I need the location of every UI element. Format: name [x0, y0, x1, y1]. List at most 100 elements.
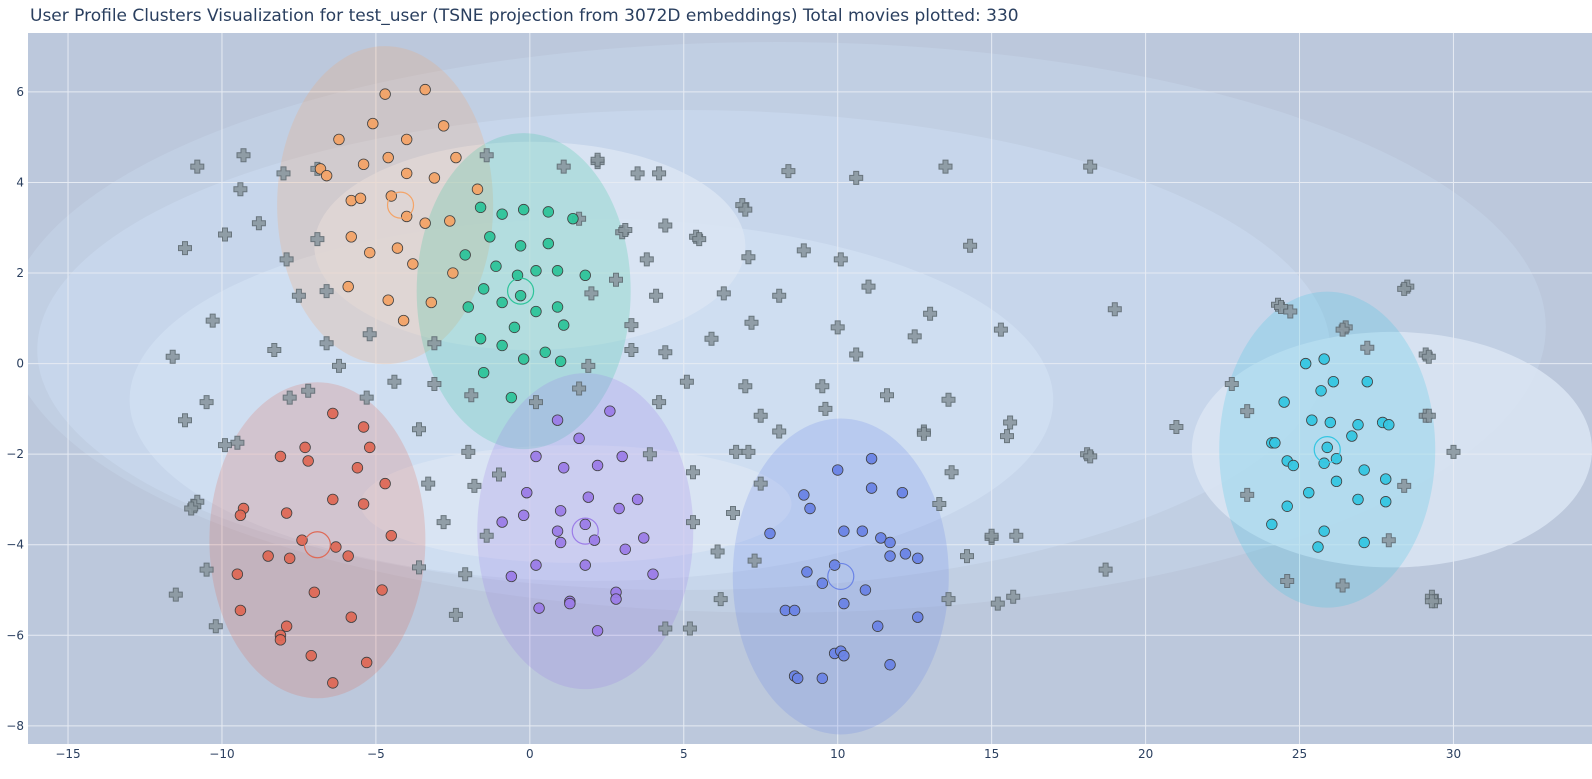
cluster-centers	[303, 191, 1341, 591]
cluster-point	[490, 260, 502, 272]
cluster-point	[305, 649, 317, 662]
cluster-point	[1318, 457, 1330, 469]
cluster-point	[1383, 419, 1395, 431]
x-tick-label: −10	[209, 747, 234, 761]
cluster-point	[407, 258, 419, 270]
cluster-point	[865, 482, 878, 494]
background-movie-point	[387, 374, 402, 389]
y-tick-label: 2	[16, 266, 24, 280]
cluster-point	[1318, 525, 1330, 537]
background-movie-point	[267, 343, 282, 357]
cluster-point	[496, 516, 508, 528]
background-movie-point	[692, 232, 707, 247]
cluster-point	[567, 212, 579, 225]
background-movie-point	[726, 506, 740, 520]
cluster-point	[558, 462, 570, 474]
background-movie-point	[796, 243, 811, 258]
cluster-point	[554, 505, 567, 517]
cluster-point	[1278, 396, 1290, 408]
background-movie-point	[1397, 478, 1412, 493]
y-tick-label: 4	[16, 175, 24, 189]
cluster-point	[419, 217, 431, 229]
cluster-point	[477, 366, 490, 379]
cluster-point	[505, 391, 518, 404]
cluster-point	[1380, 473, 1392, 485]
cluster-point	[364, 441, 376, 454]
background-movie-point	[652, 395, 667, 410]
cluster-point	[367, 117, 379, 130]
background-movie-point	[276, 166, 291, 181]
background-movie-point	[362, 327, 377, 342]
background-movie-point	[781, 164, 796, 179]
background-movie-point	[624, 343, 639, 357]
cluster-point	[1358, 464, 1370, 476]
background-movie-point	[427, 336, 442, 351]
background-movie-point	[205, 313, 220, 328]
background-movie-point	[658, 345, 673, 360]
cluster-point	[274, 450, 287, 463]
background-movie-point	[199, 395, 214, 410]
background-movie-point	[310, 232, 325, 247]
cluster-point	[896, 486, 909, 499]
cluster-point	[798, 489, 810, 501]
cluster-point	[1324, 416, 1337, 429]
background-movie-point	[658, 621, 673, 636]
background-movie-point	[1421, 349, 1436, 364]
cluster-point	[551, 301, 564, 313]
background-movie-point	[332, 358, 346, 373]
background-movie-point	[630, 166, 645, 181]
x-tick-label: 5	[680, 747, 688, 761]
background-movie-point	[251, 216, 266, 231]
background-movie-point	[772, 424, 787, 439]
background-movie-point	[168, 587, 183, 602]
background-movie-point	[861, 279, 876, 294]
background-movie-point	[849, 347, 864, 362]
cluster-point	[801, 566, 813, 578]
background-movie-point	[218, 227, 232, 242]
cluster-point	[357, 158, 370, 171]
cluster-point	[1299, 357, 1312, 370]
cluster-point	[459, 249, 471, 261]
background-movie-point	[1083, 449, 1098, 464]
background-movie-point	[492, 467, 506, 482]
background-movie-point	[529, 395, 543, 410]
background-movie-point	[624, 318, 639, 333]
cluster-point	[875, 532, 887, 544]
background-movie-point	[713, 592, 728, 607]
background-movie-point	[479, 528, 494, 543]
cluster-point	[327, 493, 339, 506]
cluster-point	[357, 498, 370, 510]
background-movie-point	[747, 553, 762, 568]
x-tick-label: 20	[1138, 747, 1153, 761]
background-movie-point	[990, 596, 1005, 611]
background-movie-point	[686, 515, 700, 530]
background-movie-point	[467, 478, 482, 493]
cluster-point	[280, 507, 293, 519]
y-tick-label: 6	[16, 85, 24, 99]
cluster-point	[804, 502, 816, 515]
background-movie-point	[753, 408, 768, 423]
background-movie-point	[744, 315, 759, 330]
cluster-point	[400, 133, 413, 146]
cluster-point	[573, 432, 585, 445]
cluster-point	[514, 289, 527, 302]
cluster-point	[1306, 414, 1318, 426]
background-movie-point	[753, 476, 768, 491]
background-movie-point	[741, 250, 756, 265]
background-movie-point	[165, 349, 180, 364]
background-movie-point	[963, 238, 978, 253]
x-tick-label: 0	[526, 747, 534, 761]
cluster-point	[859, 584, 872, 596]
background-movie-point	[319, 284, 334, 299]
cluster-point	[1327, 376, 1340, 388]
cluster-point	[647, 568, 659, 580]
cluster-point	[530, 305, 542, 318]
background-movie-point	[427, 377, 442, 391]
background-movie-point	[301, 383, 316, 398]
background-movie-point	[233, 182, 248, 197]
background-movie-point	[1000, 429, 1014, 444]
cluster-point	[351, 462, 364, 474]
background-movie-point	[658, 218, 673, 233]
background-movie-point	[738, 379, 753, 394]
